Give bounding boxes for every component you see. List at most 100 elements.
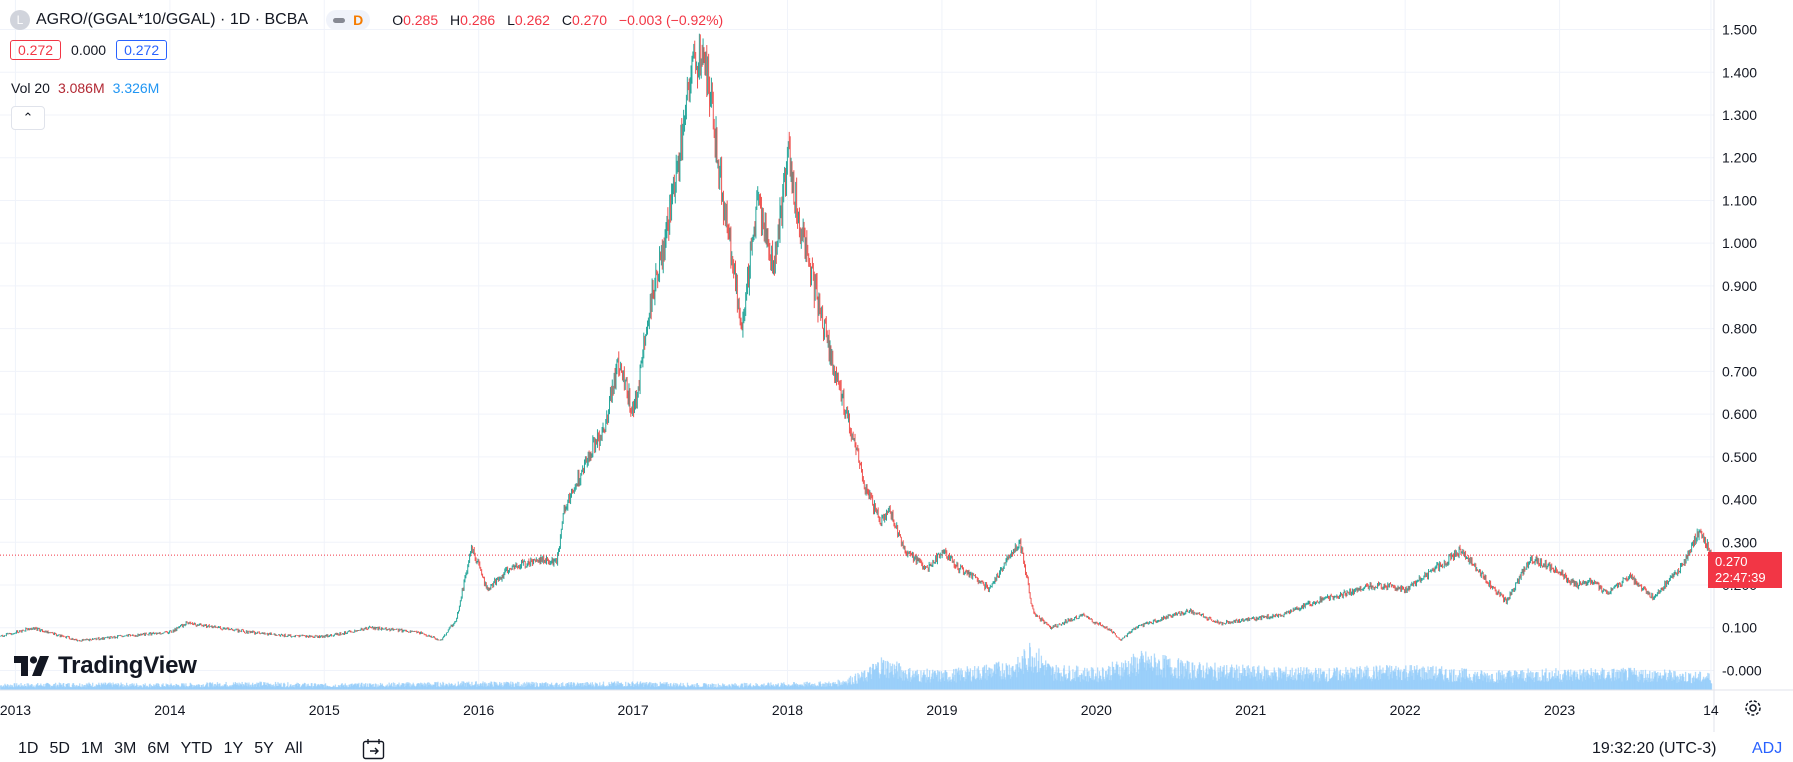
volume-bar — [1182, 663, 1184, 690]
open-value: 0.285 — [403, 12, 439, 28]
y-tick-label: 1.100 — [1722, 192, 1757, 208]
close-value: 0.270 — [571, 12, 607, 28]
volume-bar — [926, 668, 928, 690]
volume-bar — [211, 682, 214, 690]
high-label: H — [450, 12, 461, 28]
interval-pill[interactable]: D — [326, 10, 371, 30]
volume-bar — [1699, 672, 1702, 690]
clock[interactable]: 19:32:20 (UTC-3) — [1592, 740, 1717, 757]
volume-bar — [1620, 668, 1623, 690]
volume-bar — [533, 682, 535, 690]
volume-bar — [358, 682, 360, 690]
timeframe-button[interactable]: All — [284, 740, 303, 757]
volume-bar — [828, 681, 830, 690]
volume-bar — [375, 684, 377, 690]
volume-bar — [1613, 668, 1615, 690]
volume-bar — [1258, 665, 1260, 690]
x-tick-label: 14 — [1703, 702, 1719, 718]
collapse-legend-button[interactable]: ⌃ — [11, 106, 45, 130]
volume-bar — [206, 682, 209, 690]
close-label: C — [561, 12, 572, 28]
volume-bar — [54, 682, 57, 690]
volume-bar — [241, 681, 243, 690]
volume-bar — [72, 683, 75, 690]
y-tick-label: 0.600 — [1722, 406, 1757, 422]
volume-bar — [670, 683, 672, 690]
x-tick-label: 2015 — [309, 702, 340, 718]
volume-bar — [1353, 669, 1356, 690]
buy-price-button[interactable]: 0.272 — [116, 40, 168, 60]
y-tick-label: 1.200 — [1722, 150, 1757, 166]
last-price-tag: 0.270 22:47:39 — [1708, 552, 1782, 588]
volume-bar — [510, 681, 512, 690]
volume-bar — [1336, 667, 1338, 690]
timeframe-button[interactable]: 6M — [147, 740, 170, 757]
volume-bar — [653, 683, 655, 690]
volume-bar — [1055, 664, 1057, 690]
low-value: 0.262 — [514, 12, 550, 28]
timeframe-button[interactable]: 1Y — [223, 740, 244, 757]
volume-bar — [837, 679, 839, 690]
volume-bar — [1651, 672, 1653, 690]
volume-bar — [365, 683, 367, 690]
volume-bar — [666, 682, 668, 690]
timeframe-button[interactable]: YTD — [180, 740, 213, 757]
y-tick-label: 0.700 — [1722, 363, 1757, 379]
volume-value-red: 3.086M — [57, 80, 105, 96]
volume-bar — [824, 682, 826, 690]
volume-bar — [484, 683, 487, 690]
volume-bar — [14, 683, 16, 690]
volume-bar — [924, 674, 926, 690]
volume-bar — [1226, 665, 1228, 690]
volume-bar — [777, 683, 779, 690]
volume-value-blue: 3.326M — [112, 80, 160, 96]
volume-bar — [1316, 673, 1319, 690]
volume-bar — [1295, 668, 1297, 690]
quote-row: 0.272 0.000 0.272 — [10, 40, 168, 60]
volume-bar — [580, 683, 582, 690]
y-tick-label: 0.100 — [1722, 620, 1757, 636]
volume-bar — [1038, 648, 1040, 690]
volume-label[interactable]: Vol 20 — [11, 80, 50, 96]
volume-bar — [392, 682, 395, 690]
volume-bar — [1474, 671, 1476, 690]
volume-bar — [1092, 669, 1094, 690]
timeframe-button[interactable]: 1M — [80, 740, 104, 757]
adjustment-toggle[interactable]: ADJ — [1752, 740, 1783, 757]
volume-bar — [523, 682, 526, 690]
volume-bar — [280, 682, 282, 690]
volume-bar — [1134, 657, 1136, 690]
volume-bar — [323, 685, 325, 690]
volume-bar — [1261, 671, 1263, 690]
volume-bar — [1302, 671, 1304, 690]
volume-bar — [1052, 667, 1054, 690]
volume-bar — [298, 683, 301, 690]
volume-bar — [92, 682, 94, 690]
y-tick-label: 0.300 — [1722, 534, 1757, 550]
ohlc-values: O0.285 H0.286 L0.262 C0.270 −0.003 (−0.9… — [392, 12, 731, 28]
volume-bar — [959, 670, 961, 690]
tradingview-logo[interactable]: TradingView — [14, 652, 197, 680]
calendar-range-icon[interactable] — [362, 738, 386, 760]
timeframe-button[interactable]: 5Y — [254, 740, 274, 757]
volume-bar — [1015, 664, 1017, 690]
volume-bar — [219, 683, 221, 690]
timeframe-button[interactable]: 3M — [114, 740, 137, 757]
settings-gear-icon[interactable] — [1743, 698, 1763, 718]
volume-bar — [225, 681, 227, 690]
symbol-logo: L — [10, 10, 30, 30]
sell-price-button[interactable]: 0.272 — [10, 40, 62, 60]
price-chart[interactable]: 1.500 1.400 1.300 1.200 1.100 1.000 0.900 0.800… — [0, 0, 1793, 732]
volume-bar — [398, 682, 400, 690]
volume-bar — [16, 683, 18, 690]
timeframe-button[interactable]: 1D — [18, 740, 39, 757]
volume-bar — [1069, 671, 1071, 690]
volume-bar — [1300, 667, 1302, 690]
volume-bar — [632, 683, 634, 690]
volume-bar — [463, 681, 465, 690]
volume-bar — [1074, 671, 1076, 690]
timeframe-button[interactable]: 5D — [49, 740, 70, 757]
symbol-title[interactable]: AGRO/(GGAL*10/GGAL) · 1D · BCBA — [36, 11, 309, 28]
last-price-value: 0.270 — [1715, 554, 1748, 569]
x-tick-label: 2021 — [1235, 702, 1266, 718]
